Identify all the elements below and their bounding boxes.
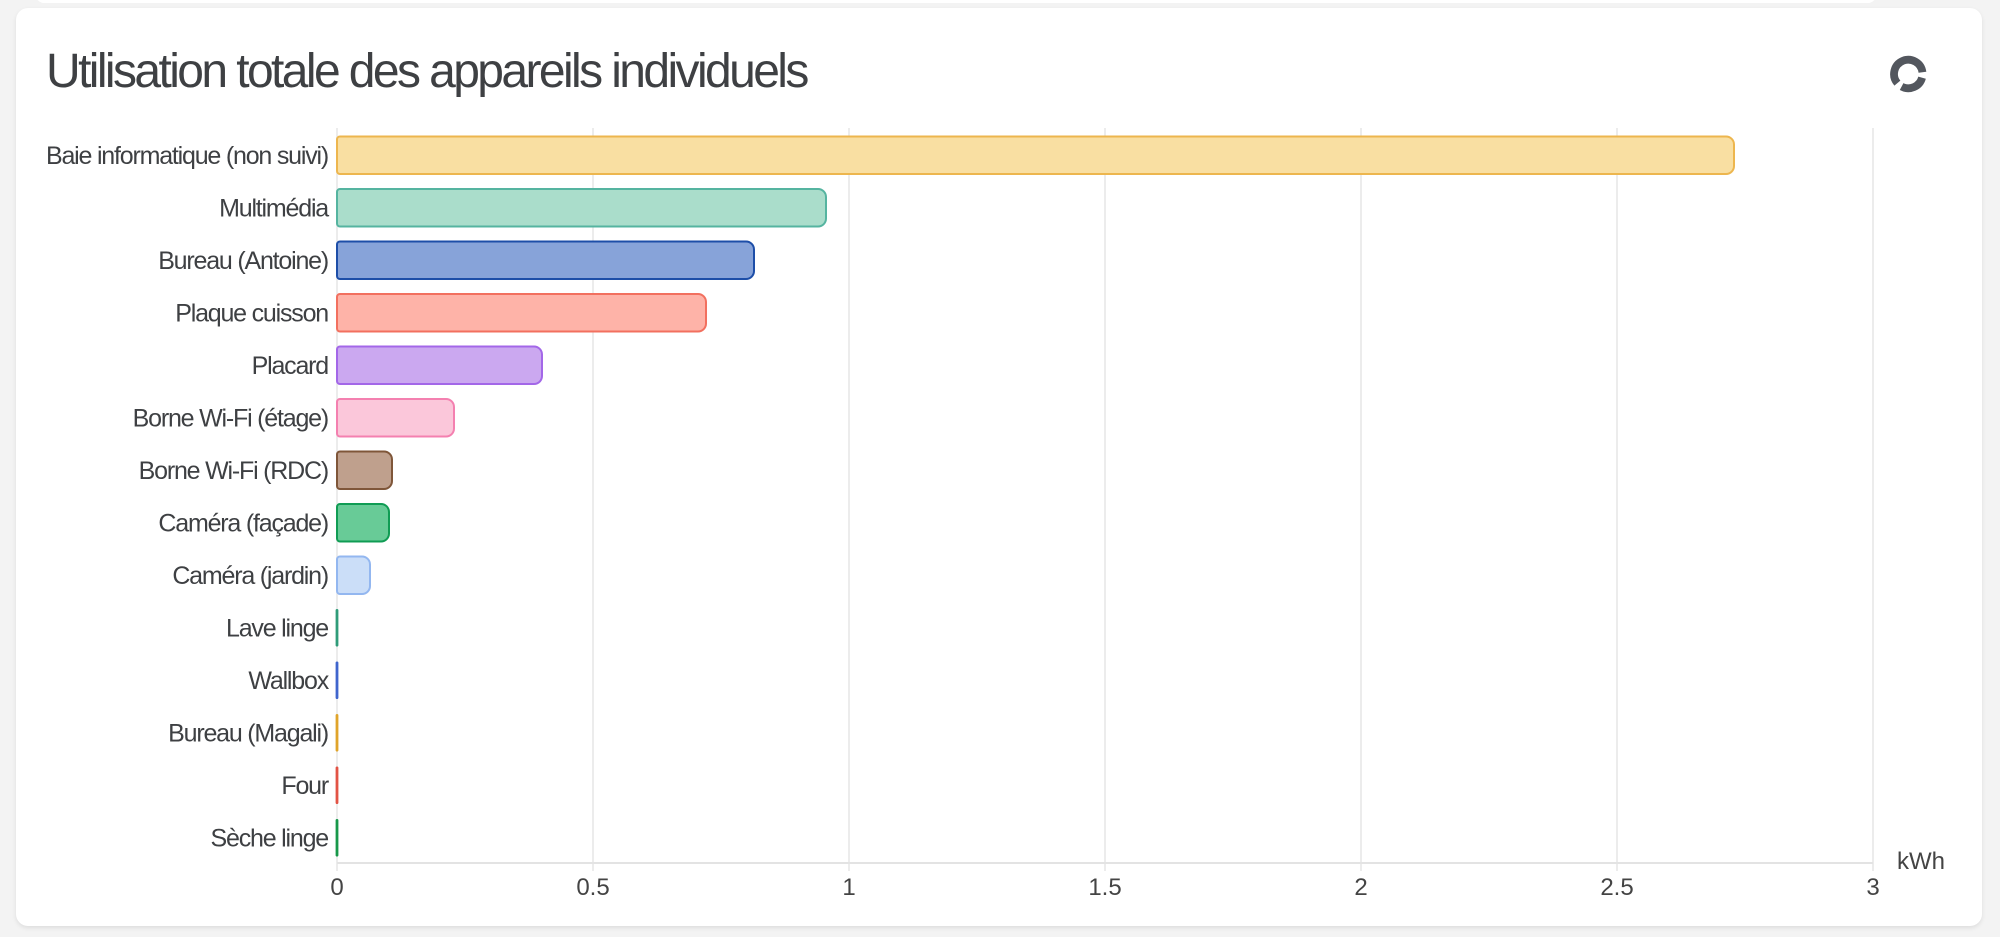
svg-text:2: 2 [1354,874,1367,901]
svg-text:1: 1 [842,874,855,901]
svg-text:Bureau (Magali): Bureau (Magali) [168,720,328,748]
svg-text:Borne Wi-Fi (étage): Borne Wi-Fi (étage) [133,405,328,433]
svg-text:Lave linge: Lave linge [226,615,328,643]
svg-text:Four: Four [281,772,328,800]
svg-text:Bureau (Antoine): Bureau (Antoine) [158,247,328,275]
svg-text:0: 0 [330,874,343,901]
svg-text:1.5: 1.5 [1088,874,1121,901]
svg-text:3: 3 [1866,874,1879,901]
svg-text:Caméra (façade): Caméra (façade) [158,510,328,538]
svg-text:Baie informatique (non suivi): Baie informatique (non suivi) [46,142,328,170]
svg-text:Borne Wi-Fi (RDC): Borne Wi-Fi (RDC) [139,457,328,485]
svg-text:Sèche linge: Sèche linge [211,825,329,853]
svg-text:Placard: Placard [252,352,329,380]
svg-text:2.5: 2.5 [1600,874,1633,901]
svg-text:Multimédia: Multimédia [219,195,329,223]
svg-text:Plaque cuisson: Plaque cuisson [175,300,328,328]
svg-text:kWh: kWh [1897,848,1945,875]
svg-text:0.5: 0.5 [576,874,609,901]
svg-text:Wallbox: Wallbox [248,667,329,695]
svg-text:Caméra (jardin): Caméra (jardin) [172,562,328,590]
